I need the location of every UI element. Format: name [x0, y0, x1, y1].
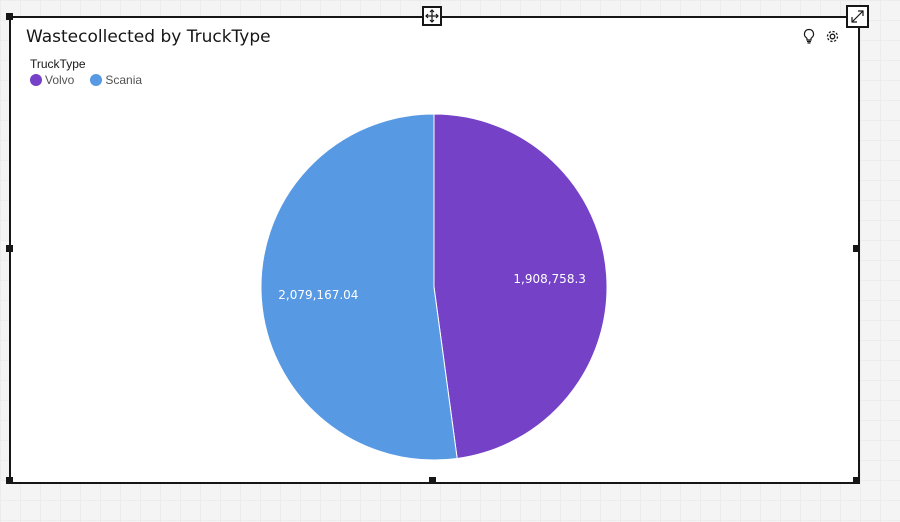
legend-swatch-volvo [30, 74, 42, 86]
pie-slice-volvo[interactable] [433, 113, 608, 460]
legend-item-scania[interactable]: Scania [90, 73, 142, 87]
resize-handle-top-left[interactable] [6, 13, 13, 20]
move-icon[interactable] [422, 6, 442, 26]
legend-label-volvo: Volvo [45, 73, 75, 87]
pie-chart: 1,908,758.3 2,079,167.04 [260, 113, 608, 461]
data-label-volvo: 1,908,758.3 [513, 272, 586, 286]
gear-icon[interactable] [823, 27, 841, 45]
legend-label-scania: Scania [105, 73, 143, 87]
pie-slice-scania[interactable] [260, 113, 458, 461]
resize-handle-bottom-right[interactable] [853, 477, 860, 484]
widget-title: Wastecollected by TruckType [26, 27, 271, 47]
resize-handle-bottom[interactable] [429, 477, 436, 484]
resize-handle-right[interactable] [853, 245, 860, 252]
legend: Volvo Scania [30, 73, 142, 87]
legend-item-volvo[interactable]: Volvo [30, 73, 74, 87]
legend-title: TruckType [30, 57, 86, 71]
chart-widget[interactable]: Wastecollected by TruckType TruckType Vo… [9, 16, 860, 484]
data-label-scania: 2,079,167.04 [278, 288, 358, 302]
legend-swatch-scania [90, 74, 103, 86]
expand-icon[interactable] [846, 5, 869, 28]
resize-handle-bottom-left[interactable] [6, 477, 13, 484]
resize-handle-left[interactable] [6, 245, 13, 252]
lightbulb-icon[interactable] [800, 27, 818, 45]
